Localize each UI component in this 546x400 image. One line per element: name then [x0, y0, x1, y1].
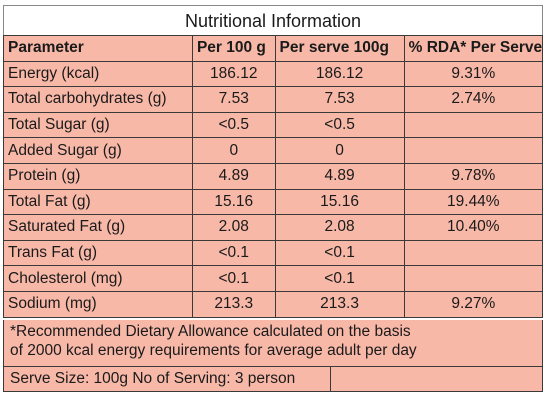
- row-per-100g: <0.5: [191, 111, 276, 139]
- row-parameter: Saturated Fat (g): [3, 214, 193, 241]
- row-parameter: Trans Fat (g): [3, 239, 193, 267]
- row-rda: 2.74%: [403, 86, 544, 113]
- row-parameter: Sodium (mg): [3, 290, 193, 318]
- row-per-100g: 186.12: [191, 60, 276, 88]
- row-per-100g: 0: [191, 137, 276, 164]
- row-rda: 9.78%: [403, 162, 544, 190]
- row-per-serve: 2.08: [274, 214, 405, 241]
- panel-title: Nutritional Information: [3, 5, 543, 35]
- row-per-serve: 186.12: [274, 60, 405, 88]
- table-row: Sodium (mg) 213.3 213.3 9.27%: [3, 290, 544, 318]
- table-row: Energy (kcal) 186.12 186.12 9.31%: [3, 60, 544, 88]
- row-per-100g: <0.1: [191, 265, 276, 292]
- table-row: Cholesterol (mg) <0.1 <0.1: [3, 265, 544, 292]
- row-per-100g: 2.08: [191, 214, 276, 241]
- row-rda: 19.44%: [403, 188, 544, 216]
- row-rda: [403, 137, 544, 164]
- row-per-serve: <0.1: [274, 265, 405, 292]
- table-row: Total Sugar (g) <0.5 <0.5: [3, 111, 544, 139]
- serve-size-info: Serve Size: 100g No of Serving: 3 person: [3, 366, 331, 392]
- row-rda: 9.27%: [403, 290, 544, 318]
- row-per-serve: <0.5: [274, 111, 405, 139]
- row-parameter: Cholesterol (mg): [3, 265, 193, 292]
- table-row: Protein (g) 4.89 4.89 9.78%: [3, 162, 544, 190]
- row-rda: [403, 111, 544, 139]
- row-parameter: Added Sugar (g): [3, 137, 193, 164]
- column-header-per-100g: Per 100 g: [191, 35, 276, 62]
- table-row: Added Sugar (g) 0 0: [3, 137, 544, 164]
- table-row: Total carbohydrates (g) 7.53 7.53 2.74%: [3, 86, 544, 113]
- row-parameter: Total Sugar (g): [3, 111, 193, 139]
- row-per-serve: 7.53: [274, 86, 405, 113]
- table-header-row: Parameter Per 100 g Per serve 100g % RDA…: [3, 35, 544, 62]
- row-rda: 10.40%: [403, 214, 544, 241]
- column-header-per-serve: Per serve 100g: [274, 35, 405, 62]
- serve-empty-cell: [331, 366, 543, 392]
- footnote-line-1: *Recommended Dietary Allowance calculate…: [10, 323, 411, 340]
- row-per-100g: 213.3: [191, 290, 276, 318]
- row-per-serve: 4.89: [274, 162, 405, 190]
- table-row: Trans Fat (g) <0.1 <0.1: [3, 239, 544, 267]
- row-parameter: Energy (kcal): [3, 60, 193, 88]
- table-row: Total Fat (g) 15.16 15.16 19.44%: [3, 188, 544, 216]
- row-per-100g: 4.89: [191, 162, 276, 190]
- row-per-100g: 7.53: [191, 86, 276, 113]
- row-rda: [403, 265, 544, 292]
- row-per-serve: 0: [274, 137, 405, 164]
- row-parameter: Total Fat (g): [3, 188, 193, 216]
- row-parameter: Total carbohydrates (g): [3, 86, 193, 113]
- column-header-parameter: Parameter: [3, 35, 193, 62]
- row-per-serve: 213.3: [274, 290, 405, 318]
- row-per-serve: <0.1: [274, 239, 405, 267]
- row-per-serve: 15.16: [274, 188, 405, 216]
- nutrition-panel: Nutritional Information Parameter Per 10…: [3, 5, 544, 392]
- column-header-rda: % RDA* Per Serve: [403, 35, 544, 62]
- row-parameter: Protein (g): [3, 162, 193, 190]
- table-row: Saturated Fat (g) 2.08 2.08 10.40%: [3, 214, 544, 241]
- row-rda: 9.31%: [403, 60, 544, 88]
- footnote-line-2: of 2000 kcal energy requirements for ave…: [10, 342, 417, 359]
- row-per-100g: 15.16: [191, 188, 276, 216]
- rda-footnote: *Recommended Dietary Allowance calculate…: [3, 320, 543, 366]
- nutrition-table: Parameter Per 100 g Per serve 100g % RDA…: [3, 35, 544, 318]
- row-per-100g: <0.1: [191, 239, 276, 267]
- row-rda: [403, 239, 544, 267]
